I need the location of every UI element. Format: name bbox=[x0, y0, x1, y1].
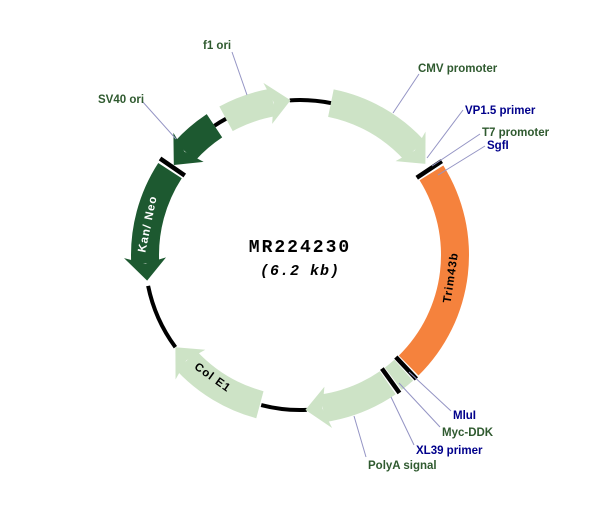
callout-label-sgfi-site: SgfI bbox=[487, 140, 509, 152]
feature-arc-f1-ori bbox=[219, 88, 276, 132]
callout-label-polya-signal: PolyA signal bbox=[368, 460, 437, 472]
feature-arrowhead-cmv-promoter bbox=[395, 131, 426, 164]
leader-line-f1-ori bbox=[231, 51, 248, 96]
leader-line-sv40-ori bbox=[141, 100, 177, 140]
site-tick bbox=[380, 367, 402, 395]
leader-line-vp15-primer bbox=[426, 109, 464, 159]
feature-arrowhead-sv40-ori bbox=[173, 132, 204, 165]
feature-arc-col-e1 bbox=[176, 351, 264, 419]
feature-arc-sv40-ori bbox=[174, 114, 223, 161]
plasmid-backbone-arc bbox=[146, 285, 178, 349]
callout-label-mlui-site: MluI bbox=[453, 410, 476, 422]
leader-line-cmv-promoter bbox=[392, 73, 420, 114]
plasmid-backbone-arc bbox=[289, 98, 332, 106]
feature-arrowhead-polya-signal bbox=[305, 386, 333, 429]
feature-arrowhead-f1-ori bbox=[263, 82, 291, 124]
callout-label-f1-ori: f1 ori bbox=[203, 40, 231, 52]
leader-line-xl39-primer bbox=[390, 396, 415, 446]
plasmid-backbone-arc bbox=[260, 403, 307, 412]
site-tick bbox=[415, 159, 444, 180]
callout-label-sv40-ori: SV40 ori bbox=[98, 94, 144, 106]
feature-arrowhead-kan-neo bbox=[124, 257, 167, 281]
plasmid-name: MR224230 bbox=[248, 238, 352, 258]
callout-label-myc-ddk: Myc-DDK bbox=[442, 427, 494, 439]
callout-label-vp15-primer: VP1.5 primer bbox=[465, 105, 536, 117]
callout-label-t7-promoter: T7 promoter bbox=[482, 127, 550, 139]
leader-line-sgfi-site bbox=[437, 145, 486, 176]
leader-line-polya-signal bbox=[353, 415, 367, 458]
feature-arc-trim43b bbox=[398, 165, 470, 376]
feature-arc-kan-neo bbox=[131, 162, 182, 264]
leader-line-t7-promoter bbox=[431, 133, 481, 167]
leader-line-myc-ddk bbox=[398, 382, 441, 428]
callout-label-xl39-primer: XL39 primer bbox=[416, 445, 483, 457]
site-tick bbox=[158, 156, 187, 178]
feature-arc-myc-ddk bbox=[384, 359, 414, 390]
plasmid-backbone-arc bbox=[213, 117, 228, 128]
plasmid-size: (6.2 kb) bbox=[259, 263, 340, 280]
leader-line-mlui-site bbox=[408, 371, 452, 412]
feature-arrowhead-col-e1 bbox=[175, 347, 206, 380]
feature-arc-cmv-promoter bbox=[328, 89, 425, 160]
callout-label-cmv-promoter: CMV promoter bbox=[418, 63, 498, 75]
feature-arc-polya-signal bbox=[320, 371, 396, 423]
